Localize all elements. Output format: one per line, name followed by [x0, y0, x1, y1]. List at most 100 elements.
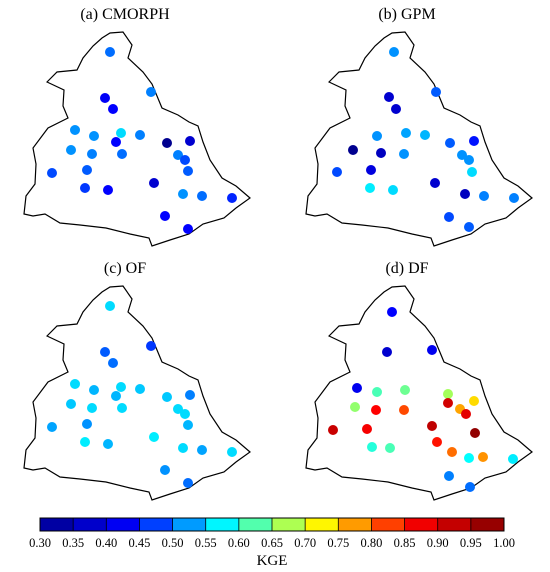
- station-marker: [173, 404, 183, 414]
- basin-outline: [305, 31, 533, 247]
- panel-title: (a) CMORPH: [80, 6, 170, 23]
- station-marker: [387, 307, 397, 317]
- station-marker: [372, 387, 382, 397]
- station-marker: [367, 442, 377, 452]
- station-marker: [478, 452, 488, 462]
- station-marker: [197, 445, 207, 455]
- station-marker: [427, 345, 437, 355]
- station-marker: [87, 403, 97, 413]
- station-marker: [183, 224, 193, 234]
- panel-cmorph: (a) CMORPH: [23, 6, 251, 247]
- colorbar-block: [172, 518, 207, 531]
- station-marker: [467, 167, 477, 177]
- station-marker: [399, 149, 409, 159]
- station-marker: [108, 358, 118, 368]
- station-marker: [89, 385, 99, 395]
- station-marker: [183, 166, 193, 176]
- station-marker: [479, 191, 489, 201]
- station-markers: [332, 47, 519, 232]
- station-marker: [149, 432, 159, 442]
- colorbar-tick-label: 0.90: [427, 536, 449, 550]
- panel-of: (c) OF: [23, 260, 251, 501]
- station-marker: [328, 425, 338, 435]
- colorbar-tick-label: 0.85: [394, 536, 416, 550]
- station-marker: [180, 409, 190, 419]
- panel-gpm: (b) GPM: [305, 6, 533, 247]
- station-marker: [160, 465, 170, 475]
- station-markers: [328, 307, 518, 492]
- colorbar-block: [139, 518, 173, 531]
- station-marker: [183, 420, 193, 430]
- station-marker: [445, 138, 455, 148]
- station-marker: [180, 155, 190, 165]
- station-marker: [149, 178, 159, 188]
- station-marker: [183, 478, 193, 488]
- station-marker: [376, 148, 386, 158]
- colorbar: 0.30 0.35 0.40 0.45 0.50 0.55 0.60 0.65 0.70 0.75…: [29, 517, 515, 569]
- colorbar-tick-label: 0.65: [261, 536, 283, 550]
- station-marker: [135, 130, 145, 140]
- colorbar-block: [437, 518, 472, 531]
- station-marker: [447, 447, 457, 457]
- station-marker: [146, 87, 156, 97]
- colorbar-tick-label: 0.55: [195, 536, 217, 550]
- colorbar-tick-label: 0.80: [360, 536, 382, 550]
- colorbar-tick-label: 1.00: [493, 536, 515, 550]
- station-marker: [365, 183, 375, 193]
- station-marker: [432, 437, 442, 447]
- station-marker: [350, 402, 360, 412]
- colorbar-block: [205, 518, 240, 531]
- station-marker: [400, 385, 410, 395]
- colorbar-tick-label: 0.50: [162, 536, 184, 550]
- colorbar-tick-label: 0.95: [460, 536, 482, 550]
- station-marker: [389, 47, 399, 57]
- basin-outline: [305, 285, 533, 501]
- station-marker: [105, 47, 115, 57]
- colorbar-tick-label: 0.40: [95, 536, 117, 550]
- station-marker: [82, 419, 92, 429]
- station-marker: [460, 189, 470, 199]
- station-marker: [384, 92, 394, 102]
- station-markers: [47, 301, 237, 488]
- colorbar-block: [272, 518, 306, 531]
- colorbar-tick-label: 0.45: [128, 536, 150, 550]
- station-marker: [117, 149, 127, 159]
- station-marker: [185, 390, 195, 400]
- station-marker: [66, 145, 76, 155]
- station-marker: [87, 149, 97, 159]
- station-marker: [332, 167, 342, 177]
- station-marker: [89, 131, 99, 141]
- station-marker: [100, 347, 110, 357]
- station-marker: [457, 150, 467, 160]
- station-marker: [401, 128, 411, 138]
- colorbar-block: [404, 518, 439, 531]
- station-marker: [399, 405, 409, 415]
- station-marker: [443, 398, 453, 408]
- station-marker: [47, 422, 57, 432]
- station-marker: [185, 136, 195, 146]
- station-marker: [464, 155, 474, 165]
- panel-title: (b) GPM: [378, 6, 435, 23]
- station-marker: [70, 379, 80, 389]
- station-marker: [100, 93, 110, 103]
- station-marker: [66, 399, 76, 409]
- station-marker: [509, 193, 519, 203]
- colorbar-tick-label: 0.75: [327, 536, 349, 550]
- station-marker: [82, 165, 92, 175]
- station-marker: [80, 437, 90, 447]
- colorbar-tick-label: 0.35: [62, 536, 84, 550]
- station-marker: [427, 421, 437, 431]
- station-marker: [80, 183, 90, 193]
- panel-df: (d) DF: [305, 260, 533, 501]
- station-marker: [108, 104, 118, 114]
- colorbar-tick-label: 0.70: [294, 536, 316, 550]
- colorbar-block: [238, 518, 273, 531]
- station-marker: [160, 211, 170, 221]
- station-marker: [111, 137, 121, 147]
- colorbar-tick-label: 0.60: [228, 536, 250, 550]
- station-marker: [103, 439, 113, 449]
- station-marker: [348, 145, 358, 155]
- station-marker: [162, 138, 172, 148]
- station-marker: [385, 443, 395, 453]
- station-marker: [116, 382, 126, 392]
